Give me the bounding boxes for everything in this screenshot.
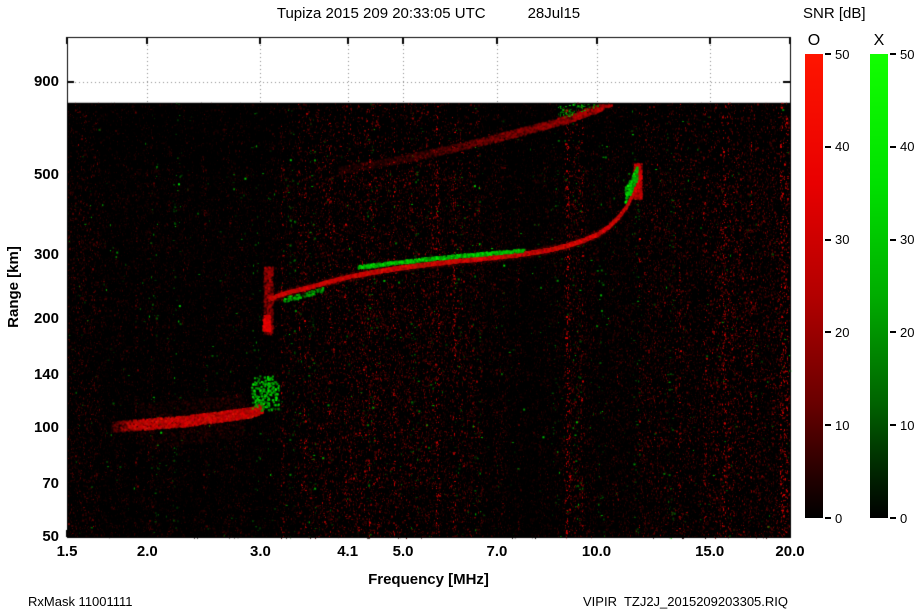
colorbar-tick: 20 — [825, 324, 850, 340]
colorbar-O: O 0 10 20 30 40 50 — [805, 32, 867, 532]
x-axis-tick-label: 1.5 — [56, 543, 78, 560]
x-axis-tick-label: 20.0 — [775, 543, 805, 560]
colorbar-tick-dash — [890, 238, 896, 241]
colorbar-X-gradient — [870, 54, 888, 518]
y-axis-tick-label: 900 — [33, 73, 59, 91]
colorbar-X: X 0 10 20 30 40 50 — [870, 32, 922, 532]
title-date: 28Jul15 — [527, 5, 581, 22]
colorbar-tick: 20 — [890, 324, 915, 340]
x-axis-tick-label: 2.0 — [136, 543, 158, 560]
x-axis-title: Frequency [MHz] — [368, 571, 489, 588]
colorbar-X-ticks: 0 10 20 30 40 50 — [890, 47, 922, 526]
y-axis-tick-label: 100 — [33, 418, 59, 436]
colorbar-tick-value: 40 — [835, 139, 850, 155]
y-axis-tick-label: 200 — [33, 309, 59, 327]
plot-title: Tupiza 2015 209 20:33:05 UTC 28Jul15 — [67, 5, 790, 22]
colorbar-tick-value: 30 — [835, 232, 850, 248]
colorbar-tick-value: 50 — [835, 46, 850, 62]
colorbar-tick-dash — [825, 53, 831, 55]
colorbar-tick: 50 — [825, 46, 850, 62]
source-file-label: VIPIR TZJ2J_2015209203305.RIQ — [583, 594, 788, 609]
colorbar-tick-value: 0 — [835, 510, 843, 526]
colorbar-tick-value: 50 — [900, 46, 915, 62]
x-axis-tick-label: 3.0 — [250, 543, 271, 560]
colorbar-tick: 30 — [825, 232, 850, 248]
colorbar-tick-dash — [825, 145, 831, 148]
colorbar-tick: 10 — [825, 417, 850, 433]
colorbar-tick-value: 0 — [900, 510, 908, 526]
y-axis-tick-label: 50 — [42, 528, 59, 545]
x-axis-tick-label: 7.0 — [486, 543, 508, 560]
colorbar-tick-value: 20 — [835, 324, 850, 340]
colorbar-tick-value: 40 — [900, 139, 915, 155]
colorbar-tick: 0 — [890, 510, 908, 526]
colorbar-tick: 50 — [890, 46, 915, 62]
y-axis-tick-label: 70 — [42, 475, 59, 493]
colorbar-tick-dash — [890, 424, 896, 427]
colorbar-tick: 40 — [890, 139, 915, 155]
colorbar-tick-value: 10 — [835, 417, 850, 433]
colorbar-tick-dash — [890, 53, 896, 55]
title-station-time: Tupiza 2015 209 20:33:05 UTC — [276, 5, 486, 22]
snr-units-label: SNR [dB] — [803, 5, 866, 22]
colorbar-tick-value: 10 — [900, 417, 915, 433]
colorbar-tick-dash — [890, 145, 896, 148]
colorbar-tick-dash — [825, 424, 831, 427]
colorbar-O-gradient — [805, 54, 823, 518]
y-axis-tick-label: 300 — [33, 246, 59, 264]
colorbar-O-ticks: 0 10 20 30 40 50 — [825, 47, 867, 526]
colorbar-tick-dash — [825, 517, 831, 519]
colorbar-tick: 40 — [825, 139, 850, 155]
colorbar-tick: 0 — [825, 510, 843, 526]
x-axis-tick-label: 5.0 — [392, 543, 414, 560]
colorbar-X-label: X — [873, 32, 885, 49]
colorbar-tick: 30 — [890, 232, 915, 248]
y-axis-tick-label: 500 — [33, 165, 59, 183]
colorbar-tick-value: 20 — [900, 324, 915, 340]
colorbar-O-label: O — [807, 32, 821, 49]
rxmask-label: RxMask 11001111 — [28, 594, 133, 609]
colorbar-tick-dash — [890, 331, 896, 334]
x-axis-tick-label: 15.0 — [695, 543, 725, 560]
colorbar-tick-dash — [890, 517, 896, 519]
colorbar-tick-value: 30 — [900, 232, 915, 248]
y-axis-tick-label: 140 — [33, 366, 59, 383]
colorbar-tick-dash — [825, 238, 831, 241]
x-axis-tick-label: 10.0 — [581, 543, 612, 560]
colorbar-tick-dash — [825, 331, 831, 334]
colorbar-tick: 10 — [890, 417, 915, 433]
x-axis-tick-label: 4.1 — [337, 543, 359, 560]
